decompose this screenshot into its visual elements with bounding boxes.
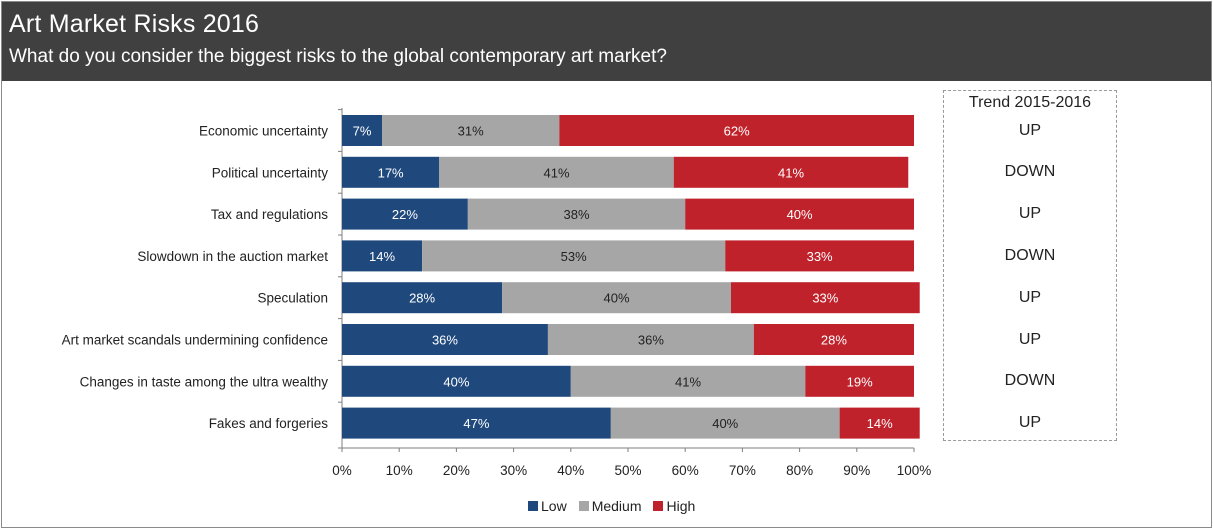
data-label: 31%: [458, 124, 484, 139]
category-label: Changes in taste among the ultra wealthy: [80, 374, 329, 389]
data-label: 62%: [724, 124, 750, 139]
chart-legend: Low Medium High: [528, 498, 707, 514]
data-label: 40%: [787, 207, 813, 222]
data-label: 14%: [369, 249, 395, 264]
legend-item-high: High: [653, 498, 695, 514]
data-label: 36%: [638, 333, 664, 348]
bar-low: [342, 115, 383, 146]
legend-label: Medium: [591, 498, 642, 514]
bar-medium: [547, 324, 754, 355]
category-label: Economic uncertainty: [199, 124, 328, 139]
data-label: 40%: [604, 291, 630, 306]
data-label: 19%: [847, 374, 873, 389]
x-tick-label: 50%: [614, 463, 641, 478]
category-label: Slowdown in the auction market: [137, 249, 328, 264]
trend-value: UP: [1018, 414, 1042, 432]
bar-low: [342, 324, 548, 355]
bar-high: [685, 198, 914, 230]
bar-low: [342, 407, 611, 439]
legend-swatch: [653, 501, 664, 511]
bar-low: [342, 198, 468, 230]
bar-medium: [439, 156, 674, 188]
trend-title: Trend 2015-2016: [968, 94, 1092, 111]
x-tick-label: 90%: [843, 463, 870, 478]
category-label: Speculation: [257, 291, 328, 306]
trend-value: DOWN: [1004, 372, 1056, 390]
data-label: 47%: [463, 416, 489, 431]
legend-item-low: Low: [528, 498, 567, 514]
data-label: 40%: [443, 374, 469, 389]
trend-panel: Trend 2015-2016 UP DOWN UP DOWN UP UP DOWN UP: [943, 90, 1117, 441]
chart-header: Art Market Risks 2016 What do you consid…: [2, 2, 1211, 81]
bar-high: [559, 115, 914, 146]
data-label: 14%: [867, 416, 893, 431]
category-label: Political uncertainty: [212, 165, 329, 180]
bar-medium: [382, 115, 560, 146]
bar-high: [730, 282, 920, 314]
x-tick-label: 80%: [786, 463, 813, 478]
data-label: 38%: [564, 207, 590, 222]
data-label: 28%: [821, 333, 847, 348]
data-label: 33%: [812, 291, 838, 306]
bar-low: [342, 365, 571, 397]
bar-high: [839, 407, 920, 439]
bar-medium: [610, 407, 840, 439]
x-tick-label: 0%: [332, 463, 352, 478]
data-label: 40%: [712, 416, 738, 431]
data-label: 17%: [378, 165, 404, 180]
trend-value: DOWN: [1004, 246, 1056, 264]
legend-label: Low: [541, 498, 567, 514]
data-label: 41%: [675, 374, 701, 389]
trend-value: DOWN: [1004, 163, 1056, 181]
bar-high: [673, 156, 909, 188]
bar-low: [342, 240, 423, 272]
data-label: 28%: [409, 291, 435, 306]
x-tick-label: 100%: [897, 463, 932, 478]
chart-subtitle: What do you consider the biggest risks t…: [9, 46, 667, 67]
data-label: 7%: [353, 124, 372, 139]
data-label: 41%: [778, 165, 804, 180]
category-label: Tax and regulations: [211, 207, 328, 222]
data-label: 33%: [807, 249, 833, 264]
trend-value: UP: [1018, 121, 1042, 139]
x-tick-label: 40%: [557, 463, 584, 478]
bar-high: [725, 240, 914, 272]
data-label: 53%: [561, 249, 587, 264]
bar-low: [342, 282, 503, 314]
bar-low: [342, 156, 440, 188]
bar-high: [805, 365, 914, 397]
x-tick-label: 20%: [443, 463, 470, 478]
legend-swatch: [578, 501, 589, 511]
data-label: 41%: [543, 165, 569, 180]
x-tick-label: 70%: [729, 463, 756, 478]
x-tick-label: 60%: [672, 463, 699, 478]
bar-medium: [570, 365, 806, 397]
bar-high: [753, 324, 914, 355]
category-label: Art market scandals undermining confiden…: [62, 333, 328, 348]
x-tick-label: 10%: [386, 463, 413, 478]
bar-medium: [422, 240, 726, 272]
bar-medium: [502, 282, 731, 314]
trend-value: UP: [1018, 205, 1042, 223]
x-tick-label: 30%: [500, 463, 527, 478]
bar-medium: [467, 198, 686, 230]
data-label: 36%: [432, 333, 458, 348]
category-label: Fakes and forgeries: [209, 416, 329, 431]
trend-value: UP: [1018, 330, 1042, 348]
legend-label: High: [666, 498, 696, 514]
chart-title: Art Market Risks 2016: [9, 10, 260, 38]
trend-value: UP: [1018, 288, 1042, 306]
legend-swatch: [528, 501, 538, 511]
legend-item-medium: Medium: [578, 498, 642, 514]
data-label: 22%: [392, 207, 418, 222]
